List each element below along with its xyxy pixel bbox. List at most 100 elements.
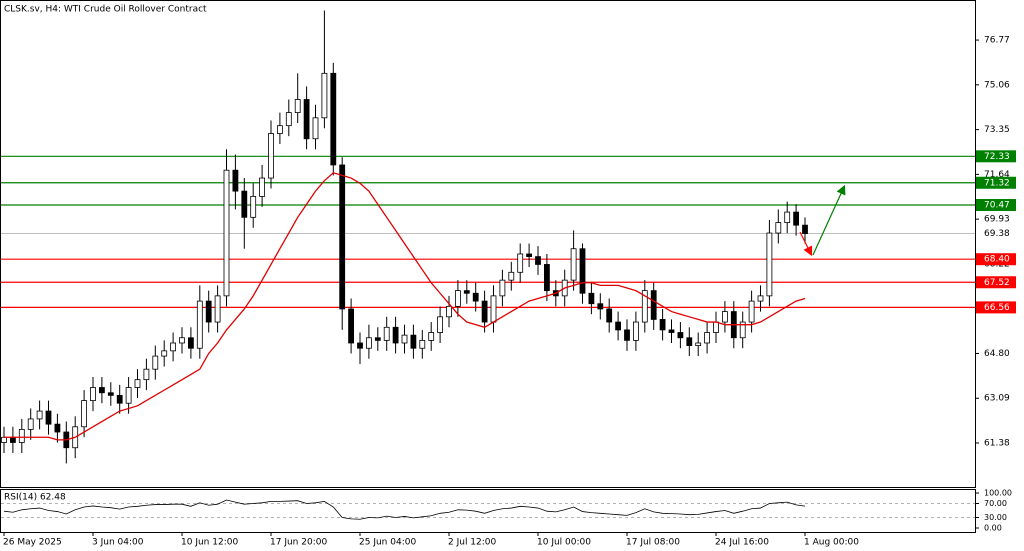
level-tag xyxy=(976,176,1016,189)
candle-body xyxy=(285,112,292,127)
rsi-tick-label: 30.00 xyxy=(984,513,1007,522)
x-tick-label: 17 Jul 08:00 xyxy=(626,538,680,548)
down-arrow xyxy=(799,231,813,257)
candle-body xyxy=(205,300,212,323)
candle-body xyxy=(677,332,684,339)
level-tag xyxy=(976,301,1016,314)
candle-body xyxy=(463,290,470,294)
y-tick-label: 73.35 xyxy=(984,125,1010,135)
y-tick-label: 63.09 xyxy=(984,394,1010,404)
candle-body xyxy=(606,308,613,323)
rsi-tick-label: 70.00 xyxy=(984,499,1007,508)
rsi-tick-label: 100.00 xyxy=(984,489,1012,498)
candle-body xyxy=(793,211,799,226)
candle-body xyxy=(419,339,426,349)
candle-body xyxy=(383,326,390,341)
candle-body xyxy=(481,300,488,323)
candle-body xyxy=(437,316,444,333)
level-label: 67.52 xyxy=(984,278,1010,288)
level-tag xyxy=(976,199,1016,212)
level-label: 70.47 xyxy=(984,201,1010,211)
rsi-line xyxy=(3,499,806,520)
candle-body xyxy=(739,321,746,339)
rsi-label: RSI(14) 62.48 xyxy=(4,493,66,503)
candle-body xyxy=(179,337,185,344)
candle-body xyxy=(508,271,515,281)
candle-body xyxy=(544,264,550,292)
x-tick-label: 25 Jun 04:00 xyxy=(359,538,416,548)
candle-body xyxy=(597,303,604,310)
level-tag xyxy=(976,253,1016,266)
candle-body xyxy=(294,99,301,113)
candle-body xyxy=(517,253,524,273)
x-tick-label: 17 Jun 20:00 xyxy=(270,538,327,548)
y-tick-label: 64.80 xyxy=(984,349,1010,359)
candle-body xyxy=(99,387,105,394)
candle-body xyxy=(579,248,586,294)
candle-body xyxy=(90,387,96,401)
candle-body xyxy=(1,436,7,443)
candle-body xyxy=(330,72,337,166)
y-tick-label: 69.93 xyxy=(984,215,1010,225)
candle-body xyxy=(116,394,123,404)
candle-body xyxy=(81,400,87,428)
level-tag xyxy=(976,276,1016,289)
candle-body xyxy=(276,125,283,134)
candle-body xyxy=(650,290,657,320)
candle-body xyxy=(401,334,408,344)
candle-body xyxy=(196,300,203,349)
candle-body xyxy=(250,195,257,218)
candle-body xyxy=(454,290,461,307)
candle-body xyxy=(633,321,639,341)
candle-body xyxy=(704,332,710,344)
candle-body xyxy=(624,329,630,341)
candle-body xyxy=(668,329,675,333)
candle-body xyxy=(45,410,52,425)
candle-body xyxy=(143,368,150,381)
candle-body xyxy=(535,256,541,265)
candle-body xyxy=(802,224,808,234)
candle-body xyxy=(570,248,577,281)
candle-body xyxy=(428,332,435,341)
candle-body xyxy=(766,232,773,297)
candle-body xyxy=(134,379,141,388)
candle-body xyxy=(641,290,648,323)
candle-body xyxy=(686,337,693,347)
candle-body xyxy=(152,355,159,370)
candle-body xyxy=(214,295,221,323)
candle-body xyxy=(695,342,702,347)
candle-body xyxy=(339,164,346,310)
candle-body xyxy=(490,295,497,323)
candle-body xyxy=(321,72,328,119)
candle-body xyxy=(268,133,274,179)
y-tick-label: 76.77 xyxy=(984,36,1010,46)
candle-body xyxy=(588,292,595,305)
candle-body xyxy=(125,387,132,404)
candle-body xyxy=(374,337,381,341)
rsi-pane xyxy=(0,489,976,533)
moving-average xyxy=(4,172,806,441)
x-tick-label: 26 May 2025 xyxy=(3,538,62,548)
candle-body xyxy=(54,423,61,433)
candle-body xyxy=(499,279,506,297)
candle-body xyxy=(9,436,16,443)
candle-body xyxy=(410,334,417,349)
up-arrow xyxy=(812,184,846,256)
candle-body xyxy=(365,337,372,349)
candle-body xyxy=(187,337,194,349)
candle-body xyxy=(757,295,764,302)
level-label: 66.56 xyxy=(984,303,1010,313)
rsi-tick-label: 0.00 xyxy=(984,524,1002,533)
candle-body xyxy=(446,305,452,318)
candle-body xyxy=(615,321,621,331)
candle-body xyxy=(784,211,791,223)
x-tick-label: 2 Jul 12:00 xyxy=(448,538,497,548)
y-tick-label: 75.06 xyxy=(984,80,1010,90)
candle-body xyxy=(170,342,177,352)
candle-body xyxy=(259,177,266,197)
last-price-label: 69.38 xyxy=(984,229,1010,239)
x-tick-label: 3 Jun 04:00 xyxy=(92,538,144,548)
candle-body xyxy=(722,311,728,323)
